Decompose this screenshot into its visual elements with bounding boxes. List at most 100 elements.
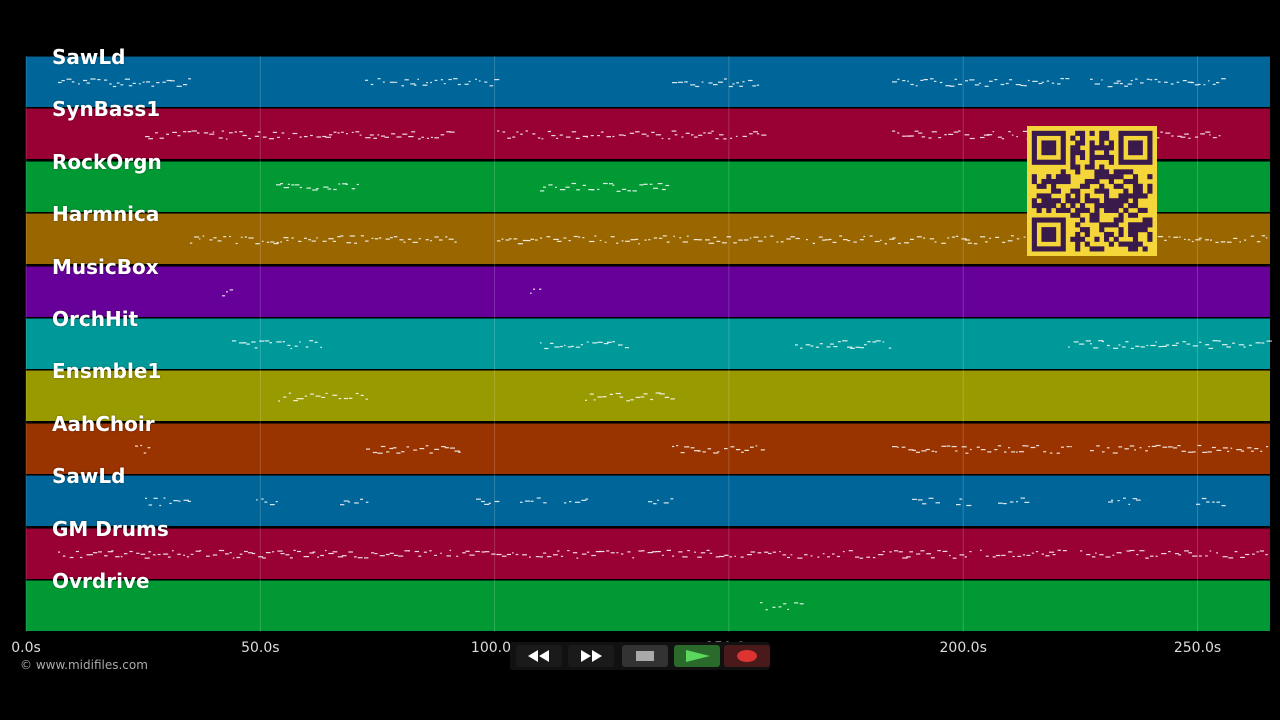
qr-module (1104, 150, 1110, 156)
qr-module (1137, 145, 1143, 151)
track-band[interactable] (26, 527, 1270, 579)
qr-module (1060, 178, 1066, 185)
qr-module (1051, 159, 1057, 165)
qr-module (1060, 169, 1066, 175)
qr-module (1104, 236, 1110, 242)
rewind-button[interactable] (516, 645, 562, 667)
record-button[interactable] (724, 645, 770, 667)
track-label: RockOrgn (52, 149, 162, 174)
qr-module (1055, 198, 1061, 204)
qr-module (1084, 178, 1090, 185)
track-label: SawLd (52, 45, 126, 69)
qr-module (1041, 178, 1047, 185)
qr-module (1108, 241, 1114, 247)
qr-module (1089, 145, 1095, 151)
qr-module (1147, 135, 1153, 141)
qr-module (1079, 207, 1086, 213)
track-band[interactable] (26, 265, 1270, 317)
qr-module (1079, 183, 1086, 189)
copyright-text: © www.midifiles.com (20, 658, 148, 672)
qr-module (1079, 135, 1086, 141)
qr-module (1099, 203, 1105, 209)
qr-module (1108, 154, 1114, 160)
qr-module (1036, 183, 1042, 189)
qr-module (1070, 150, 1076, 156)
track-band[interactable] (26, 370, 1270, 422)
qr-module (1084, 227, 1090, 233)
qr-module (1113, 217, 1119, 223)
qr-module (1046, 246, 1052, 252)
qr-module (1036, 193, 1042, 199)
qr-module (1079, 130, 1086, 136)
time-tick-label: 50.0s (241, 640, 280, 656)
qr-module (1147, 130, 1153, 136)
qr-module (1104, 174, 1110, 180)
qr-module (1099, 145, 1105, 151)
qr-module (1132, 130, 1139, 136)
qr-module (1147, 183, 1153, 189)
qr-module (1055, 130, 1061, 136)
qr-module (1046, 227, 1052, 233)
track-label: OrchHit (52, 307, 139, 331)
qr-module (1031, 154, 1037, 160)
qr-module (1108, 231, 1114, 238)
play-button[interactable] (674, 645, 720, 667)
qr-module (1099, 222, 1105, 228)
qr-module (1128, 212, 1134, 218)
qr-module (1075, 150, 1081, 156)
qr-module (1089, 159, 1095, 165)
qr-module (1108, 203, 1114, 209)
qr-module (1147, 159, 1153, 165)
qr-module (1123, 178, 1129, 185)
qr-module (1137, 193, 1143, 199)
qr-module (1055, 188, 1061, 194)
fast-forward-icon (581, 650, 602, 662)
qr-module (1137, 130, 1143, 136)
qr-module (1137, 183, 1143, 189)
qr-module (1079, 227, 1086, 233)
qr-module (1094, 178, 1100, 185)
qr-module (1123, 169, 1129, 175)
stop-button[interactable] (622, 645, 668, 667)
qr-code-pattern (1031, 130, 1153, 252)
track-label: AahChoir (52, 411, 155, 436)
qr-module (1147, 222, 1153, 228)
qr-module (1031, 150, 1037, 156)
qr-module (1084, 207, 1090, 213)
qr-module (1051, 198, 1057, 204)
qr-module (1075, 231, 1081, 238)
qr-module (1118, 227, 1124, 233)
qr-module (1132, 241, 1139, 247)
qr-module (1079, 236, 1086, 242)
qr-module (1075, 145, 1081, 151)
qr-module (1041, 159, 1047, 165)
track-band[interactable] (26, 580, 1270, 631)
qr-module (1099, 169, 1105, 175)
qr-module (1041, 130, 1047, 136)
track-band[interactable] (26, 422, 1270, 474)
track-label: Ensmble1 (52, 359, 162, 384)
qr-module (1065, 178, 1071, 185)
qr-module (1051, 227, 1057, 233)
transport-bar (510, 642, 770, 670)
qr-module (1046, 159, 1052, 165)
track-band[interactable] (26, 318, 1270, 369)
qr-module (1055, 178, 1061, 185)
qr-module (1094, 203, 1100, 209)
track-band[interactable] (26, 56, 1270, 107)
qr-module (1031, 198, 1037, 204)
qr-module (1075, 241, 1081, 247)
track-band[interactable] (26, 475, 1270, 527)
qr-module (1118, 212, 1124, 218)
qr-module (1104, 135, 1110, 141)
fast-forward-button[interactable] (568, 645, 614, 667)
track-label: GM Drums (52, 516, 169, 541)
qr-module (1128, 227, 1134, 233)
time-tick-label: 200.0s (939, 640, 987, 656)
qr-module (1142, 222, 1148, 228)
qr-module (1099, 135, 1105, 141)
qr-module (1104, 198, 1110, 204)
qr-module (1089, 198, 1095, 204)
qr-module (1084, 241, 1090, 247)
qr-module (1041, 193, 1047, 199)
